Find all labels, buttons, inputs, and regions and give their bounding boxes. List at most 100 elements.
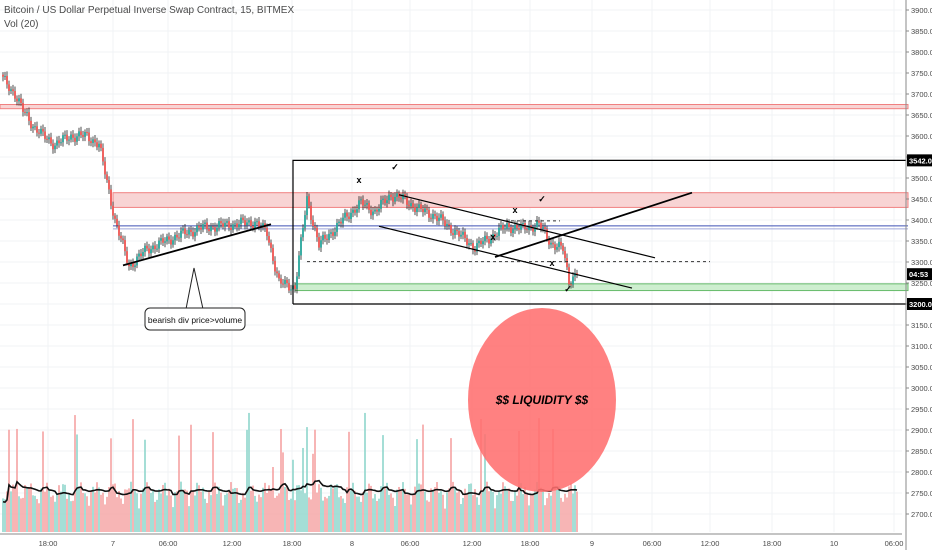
price-axis[interactable]: 3900.0 3850.0 3800.0 3750.0 3700.0 3650.0 3600… <box>905 0 932 550</box>
check-marker: ✓ <box>564 284 572 294</box>
price-tick-label: 3100.0 <box>911 342 932 351</box>
price-badge[interactable] <box>907 298 932 310</box>
candle-body <box>492 234 494 239</box>
candle-body <box>450 225 452 234</box>
volume-bar <box>148 486 150 532</box>
volume-bar <box>324 496 326 532</box>
volume-bar <box>116 497 118 532</box>
volume-bar <box>394 505 396 532</box>
candle-body <box>248 220 250 223</box>
price-tick-label: 2950.0 <box>911 405 932 414</box>
falling-channel-top[interactable] <box>398 194 656 259</box>
volume-bar <box>402 482 404 532</box>
volume-bar <box>404 488 406 532</box>
annotations[interactable]: bearish div price>volume $$ LIQUIDITY $$ x… <box>144 162 616 492</box>
liquidity-circle[interactable] <box>468 308 616 492</box>
volume-bar <box>484 434 486 532</box>
candle-body <box>28 112 30 121</box>
candle-body <box>566 258 568 268</box>
candle-body <box>414 207 416 213</box>
candle-body <box>406 196 408 205</box>
candle-body <box>178 237 180 239</box>
candle-body <box>310 205 312 221</box>
volume-bar <box>212 432 214 532</box>
candle-body <box>88 132 90 142</box>
candle-body <box>16 98 18 102</box>
volume-bar <box>312 453 314 532</box>
volume-bar <box>112 484 114 532</box>
volume-bar <box>114 483 116 532</box>
candle-body <box>196 225 198 233</box>
candle-body <box>174 234 176 241</box>
candle-body <box>380 200 382 209</box>
volume-bar <box>268 485 270 532</box>
volume-bar <box>48 489 50 532</box>
volume-bar <box>124 489 126 532</box>
x-marker: x <box>512 205 517 215</box>
volume-bar <box>260 497 262 532</box>
volume-bar <box>76 434 78 532</box>
price-tick-label: 3900.0 <box>911 6 932 15</box>
price-badge[interactable] <box>907 154 932 167</box>
price-tick-label: 2800.0 <box>911 468 932 477</box>
volume-bar <box>570 483 572 532</box>
candle-body <box>176 234 178 238</box>
candle-body <box>250 220 252 226</box>
candle-body <box>56 140 58 146</box>
candle-body <box>46 138 48 140</box>
volume-bar <box>382 435 384 532</box>
volume-bar <box>342 498 344 532</box>
candle-body <box>556 247 558 250</box>
callout-box[interactable] <box>144 307 246 331</box>
volume-bar <box>364 412 366 532</box>
volume-bar <box>58 485 60 532</box>
candle-body <box>134 265 136 267</box>
candle-body <box>242 217 244 221</box>
candle-body <box>332 232 334 236</box>
candle-body <box>90 141 92 144</box>
candle-body <box>402 194 404 200</box>
candle-body <box>108 180 110 190</box>
range-box-top[interactable] <box>292 159 906 304</box>
volume-bar <box>286 485 288 532</box>
volume-bar <box>84 493 86 532</box>
candle-body <box>534 227 536 232</box>
candle-body <box>156 248 158 250</box>
candle-body <box>102 147 104 162</box>
time-axis[interactable]: 18:00 7 06:00 12:00 18:00 8 06:00 12:00 18:00 9 06… <box>0 533 903 548</box>
candle-body <box>150 249 152 254</box>
volume-bar <box>272 467 274 532</box>
candle-body <box>532 227 534 232</box>
candle-body <box>194 232 196 237</box>
falling-channel-bottom[interactable] <box>378 225 633 289</box>
candle-body <box>364 204 366 206</box>
candle-body <box>444 220 446 226</box>
volume-bar <box>304 493 306 532</box>
volume-bar <box>276 495 278 532</box>
volume-bar <box>218 486 220 532</box>
price-badge[interactable] <box>907 268 932 281</box>
volume-bar <box>40 488 42 532</box>
price-tick-label: 2750.0 <box>911 489 932 498</box>
candle-body <box>294 285 296 289</box>
candle-body <box>298 255 300 277</box>
volume-ma-line <box>2 479 578 503</box>
volume-bar <box>170 495 172 532</box>
candle-body <box>48 137 50 140</box>
volume-bar <box>158 489 160 532</box>
candle-body <box>316 227 318 238</box>
check-marker: ✓ <box>391 162 399 172</box>
callout-text: bearish div price>volume <box>148 315 243 325</box>
candle-body <box>302 227 304 238</box>
candle-body <box>568 267 570 285</box>
trend-drawings[interactable] <box>122 159 906 305</box>
volume-bar <box>88 505 90 532</box>
candle-body <box>330 232 332 234</box>
candle-body <box>418 204 420 208</box>
resistance-zone <box>112 192 909 208</box>
rising-breakout-line[interactable] <box>494 191 693 258</box>
rising-support-line[interactable] <box>122 223 272 267</box>
price-tick-label: 3700.0 <box>911 90 932 99</box>
